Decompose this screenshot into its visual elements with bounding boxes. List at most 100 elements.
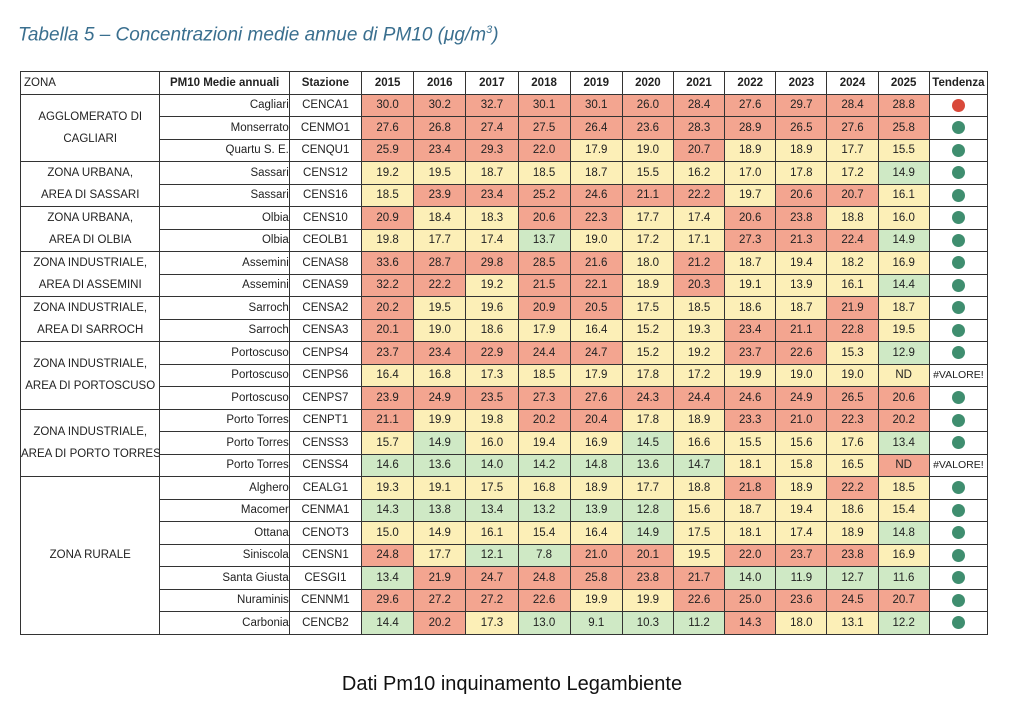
city-cell: Sarroch — [159, 318, 290, 342]
station-cell: CENS12 — [288, 161, 363, 185]
trend-green-dot-icon — [951, 593, 965, 607]
trend-cell — [928, 228, 989, 252]
trend-green-dot-icon — [951, 143, 965, 157]
value-cell: 33.6 — [361, 251, 415, 275]
value-cell: 23.4 — [413, 341, 467, 365]
header-zona: ZONA — [19, 71, 161, 95]
value-cell: 18.0 — [775, 611, 828, 635]
value-cell: 30.2 — [413, 93, 467, 117]
trend-cell — [928, 183, 989, 207]
value-cell: 17.4 — [465, 228, 519, 252]
value-cell: 14.6 — [361, 453, 415, 477]
city-cell: Sassari — [159, 161, 290, 185]
city-cell: Portoscuso — [159, 386, 290, 410]
value-cell: 13.4 — [877, 431, 930, 455]
value-cell: 16.9 — [877, 543, 930, 567]
value-cell: 17.7 — [621, 206, 674, 230]
value-cell: 15.6 — [775, 431, 828, 455]
value-cell: 19.0 — [775, 363, 828, 387]
table-row: Quartu S. E. CENQU1 25.9 23.4 29.3 22.0 17.9 19… — [21, 138, 989, 162]
trend-cell — [928, 341, 989, 365]
value-cell: 21.9 — [413, 566, 467, 590]
zone-line-2: AREA DI SASSARI — [40, 189, 140, 201]
trend-error-text: #VALORE! — [933, 459, 984, 472]
station-cell: CENCB2 — [288, 611, 363, 635]
value-cell: 20.2 — [877, 408, 930, 432]
value-cell: 17.4 — [672, 206, 726, 230]
value-cell: 19.5 — [877, 318, 930, 342]
station-cell: CENOT3 — [288, 521, 363, 545]
zone-line-2: AREA DI PORTO TORRES — [21, 447, 160, 460]
value-cell: 10.3 — [621, 611, 674, 635]
trend-green-dot-icon — [951, 323, 965, 337]
value-cell: 28.4 — [672, 93, 726, 117]
trend-green-dot-icon — [951, 278, 965, 292]
value-cell: 29.7 — [775, 93, 828, 117]
trend-cell — [928, 273, 989, 297]
value-cell: 20.6 — [877, 386, 930, 410]
header-city: PM10 Medie annuali — [159, 71, 290, 95]
value-cell: 16.8 — [517, 476, 571, 500]
pm10-table: ZONA PM10 Medie annuali Stazione 2015 20… — [19, 71, 989, 635]
value-cell: 23.5 — [465, 386, 519, 410]
value-cell: 13.2 — [517, 498, 571, 522]
trend-green-dot-icon — [951, 166, 965, 180]
table-row: ZONA URBANA, AREA DI SASSARI Sassari CENS12… — [19, 161, 989, 207]
station-cell: CENMO1 — [288, 116, 363, 140]
table-row: Siniscola CENSN1 24.8 17.7 12.1 7.8 21.0 20.1 19… — [21, 543, 989, 567]
trend-green-dot-icon — [951, 436, 965, 450]
value-cell: 28.5 — [517, 251, 571, 275]
header-station: Stazione — [288, 71, 363, 95]
value-cell: 17.2 — [621, 228, 674, 252]
station-cell: CESGI1 — [288, 566, 363, 590]
value-cell: 17.7 — [826, 138, 879, 162]
value-cell: 25.9 — [361, 138, 415, 162]
trend-cell — [928, 161, 989, 185]
value-cell: 22.2 — [826, 476, 879, 500]
value-cell: 23.8 — [775, 206, 828, 230]
value-cell: 17.7 — [413, 543, 467, 567]
station-cell: CENMA1 — [288, 498, 363, 522]
value-cell: 30.1 — [569, 93, 623, 117]
value-cell: 24.9 — [413, 386, 467, 410]
city-cell: Siniscola — [159, 543, 290, 567]
value-cell: 24.8 — [517, 566, 571, 590]
trend-cell: #VALORE! — [928, 453, 989, 477]
value-cell: 9.1 — [569, 611, 623, 635]
zone-line-1: ZONA URBANA, — [47, 167, 134, 179]
value-cell: 22.6 — [775, 341, 828, 365]
value-cell: 27.3 — [517, 386, 571, 410]
station-cell: CENPS4 — [288, 341, 363, 365]
trend-green-dot-icon — [951, 571, 965, 585]
value-cell: 16.4 — [569, 318, 623, 342]
zone-cell: ZONA RURALE — [19, 476, 161, 635]
value-cell: 22.2 — [672, 183, 726, 207]
value-cell: 21.2 — [672, 251, 726, 275]
trend-cell — [928, 93, 989, 117]
value-cell: 23.8 — [621, 566, 674, 590]
zone-cell: ZONA URBANA, AREA DI SASSARI — [19, 161, 161, 207]
zone-line-2: AREA DI ASSEMINI — [38, 279, 142, 291]
city-cell: Alghero — [159, 476, 290, 500]
trend-cell — [928, 543, 989, 567]
value-cell: 18.7 — [569, 161, 623, 185]
trend-cell — [928, 566, 989, 590]
value-cell: 25.8 — [877, 116, 930, 140]
value-cell: 18.4 — [413, 206, 467, 230]
table-row: Sarroch CENSA3 20.1 19.0 18.6 17.9 16.4 15.2 19.… — [21, 318, 989, 342]
table-row: ZONA URBANA, AREA DI OLBIA Olbia CENS10 20.9… — [19, 206, 989, 252]
table-row: ZONA RURALE Alghero CEALG1 19.3 19.1 17.5 16.8… — [19, 476, 989, 635]
value-cell: 23.9 — [361, 386, 415, 410]
table-row: Sassari CENS16 18.5 23.9 23.4 25.2 24.6 21.1 22.… — [21, 183, 989, 207]
value-cell: 19.5 — [672, 543, 726, 567]
city-cell: Ottana — [159, 521, 290, 545]
value-cell: 17.7 — [621, 476, 674, 500]
value-cell: 21.0 — [569, 543, 623, 567]
value-cell: 15.4 — [877, 498, 930, 522]
value-cell: 20.1 — [361, 318, 415, 342]
value-cell: 27.6 — [826, 116, 879, 140]
zone-line-1: ZONA INDUSTRIALE, — [33, 257, 148, 269]
city-cell: Nuraminis — [159, 588, 290, 612]
trend-cell — [928, 251, 989, 275]
value-cell: 13.9 — [569, 498, 623, 522]
